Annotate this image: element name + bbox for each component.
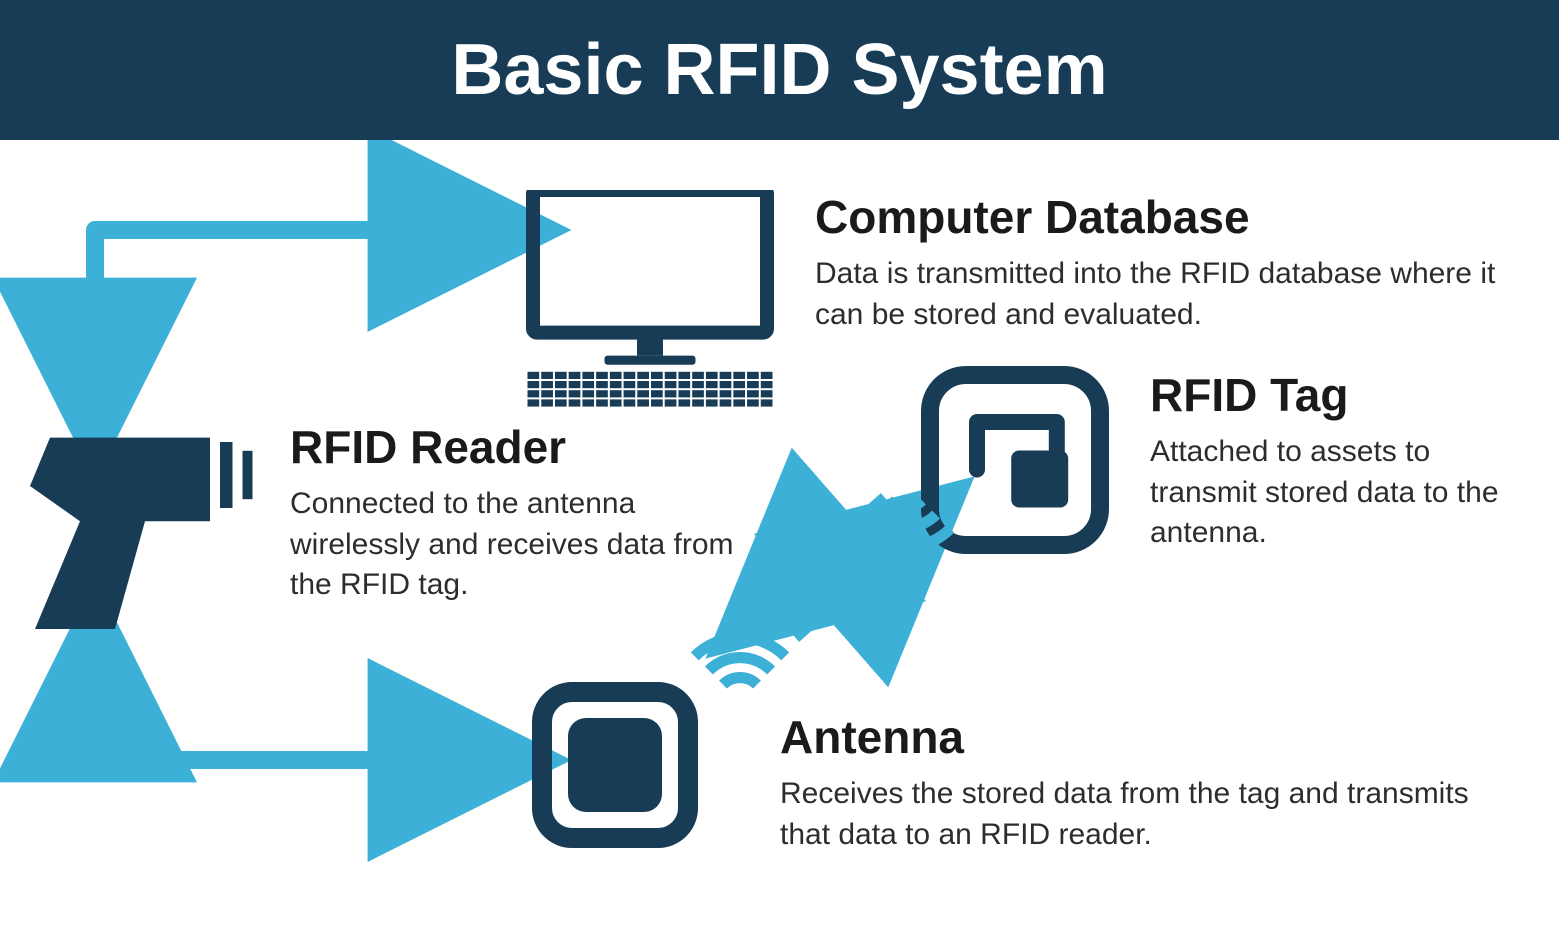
reader-desc: Connected to the antenna wirelessly and … [290, 484, 760, 606]
database-desc: Data is transmitted into the RFID databa… [815, 254, 1515, 335]
database-text: Computer Database Data is transmitted in… [815, 190, 1515, 335]
tag-title: RFID Tag [1150, 368, 1510, 422]
database-title: Computer Database [815, 190, 1515, 244]
reader-text: RFID Reader Connected to the antenna wir… [290, 420, 760, 606]
antenna-text: Antenna Receives the stored data from th… [780, 710, 1500, 855]
tag-text: RFID Tag Attached to assets to transmit … [1150, 368, 1510, 554]
database-icon [520, 190, 780, 420]
reader-title: RFID Reader [290, 420, 760, 474]
header: Basic RFID System [0, 0, 1559, 140]
tag-desc: Attached to assets to transmit stored da… [1150, 432, 1510, 554]
reader-icon [20, 420, 270, 640]
antenna-title: Antenna [780, 710, 1500, 764]
header-title: Basic RFID System [451, 29, 1107, 111]
antenna-icon [530, 680, 700, 850]
diagram-canvas: Computer Database Data is transmitted in… [0, 140, 1559, 930]
antenna-desc: Receives the stored data from the tag an… [780, 774, 1500, 855]
